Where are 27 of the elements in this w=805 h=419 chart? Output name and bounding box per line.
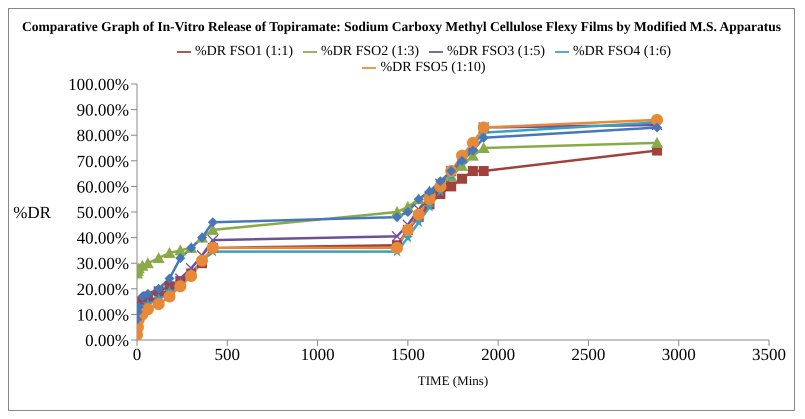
x-tick-label: 3000	[662, 345, 696, 364]
y-tick-label: 40.00%	[76, 228, 129, 248]
x-axis-title: TIME (Mins)	[418, 373, 488, 388]
y-tick-label: 10.00%	[76, 305, 129, 324]
legend-label: %DR FSO4 (1:6)	[573, 44, 672, 59]
y-tick-label: 90.00%	[76, 100, 129, 120]
x-tick-label: 0	[132, 345, 142, 364]
y-tick-label: 20.00%	[76, 280, 129, 299]
y-tick-label: 70.00%	[76, 152, 129, 171]
y-tick-label: 80.00%	[76, 126, 129, 146]
legend-label: %DR FSO1 (1:1)	[194, 44, 293, 59]
x-tick-label: 500	[214, 345, 240, 364]
legend-label: %DR FSO5 (1:10)	[380, 60, 486, 75]
y-tick-label: 100.00%	[68, 75, 129, 94]
x-tick-label: 1500	[390, 345, 425, 364]
chart-title: Comparative Graph of In-Vitro Release of Topiramate: Sodium Carboxy Methyl Cellulose Flexy Films by Modified M.S. Apparatus	[22, 19, 781, 34]
x-tick-label: 2000	[481, 345, 516, 364]
x-tick-label: 1000	[300, 345, 335, 364]
legend-label: %DR FSO2 (1:3)	[320, 44, 419, 59]
y-tick-label: 50.00%	[76, 203, 129, 222]
x-tick-label: 2500	[571, 345, 606, 364]
y-tick-label: 0.00%	[85, 331, 129, 350]
y-axis-title: %DR	[13, 203, 52, 222]
legend-label: %DR FSO3 (1:5)	[447, 44, 546, 59]
x-tick-label: 3500	[752, 345, 786, 364]
y-tick-label: 30.00%	[76, 254, 129, 274]
y-tick-label: 60.00%	[76, 177, 129, 196]
